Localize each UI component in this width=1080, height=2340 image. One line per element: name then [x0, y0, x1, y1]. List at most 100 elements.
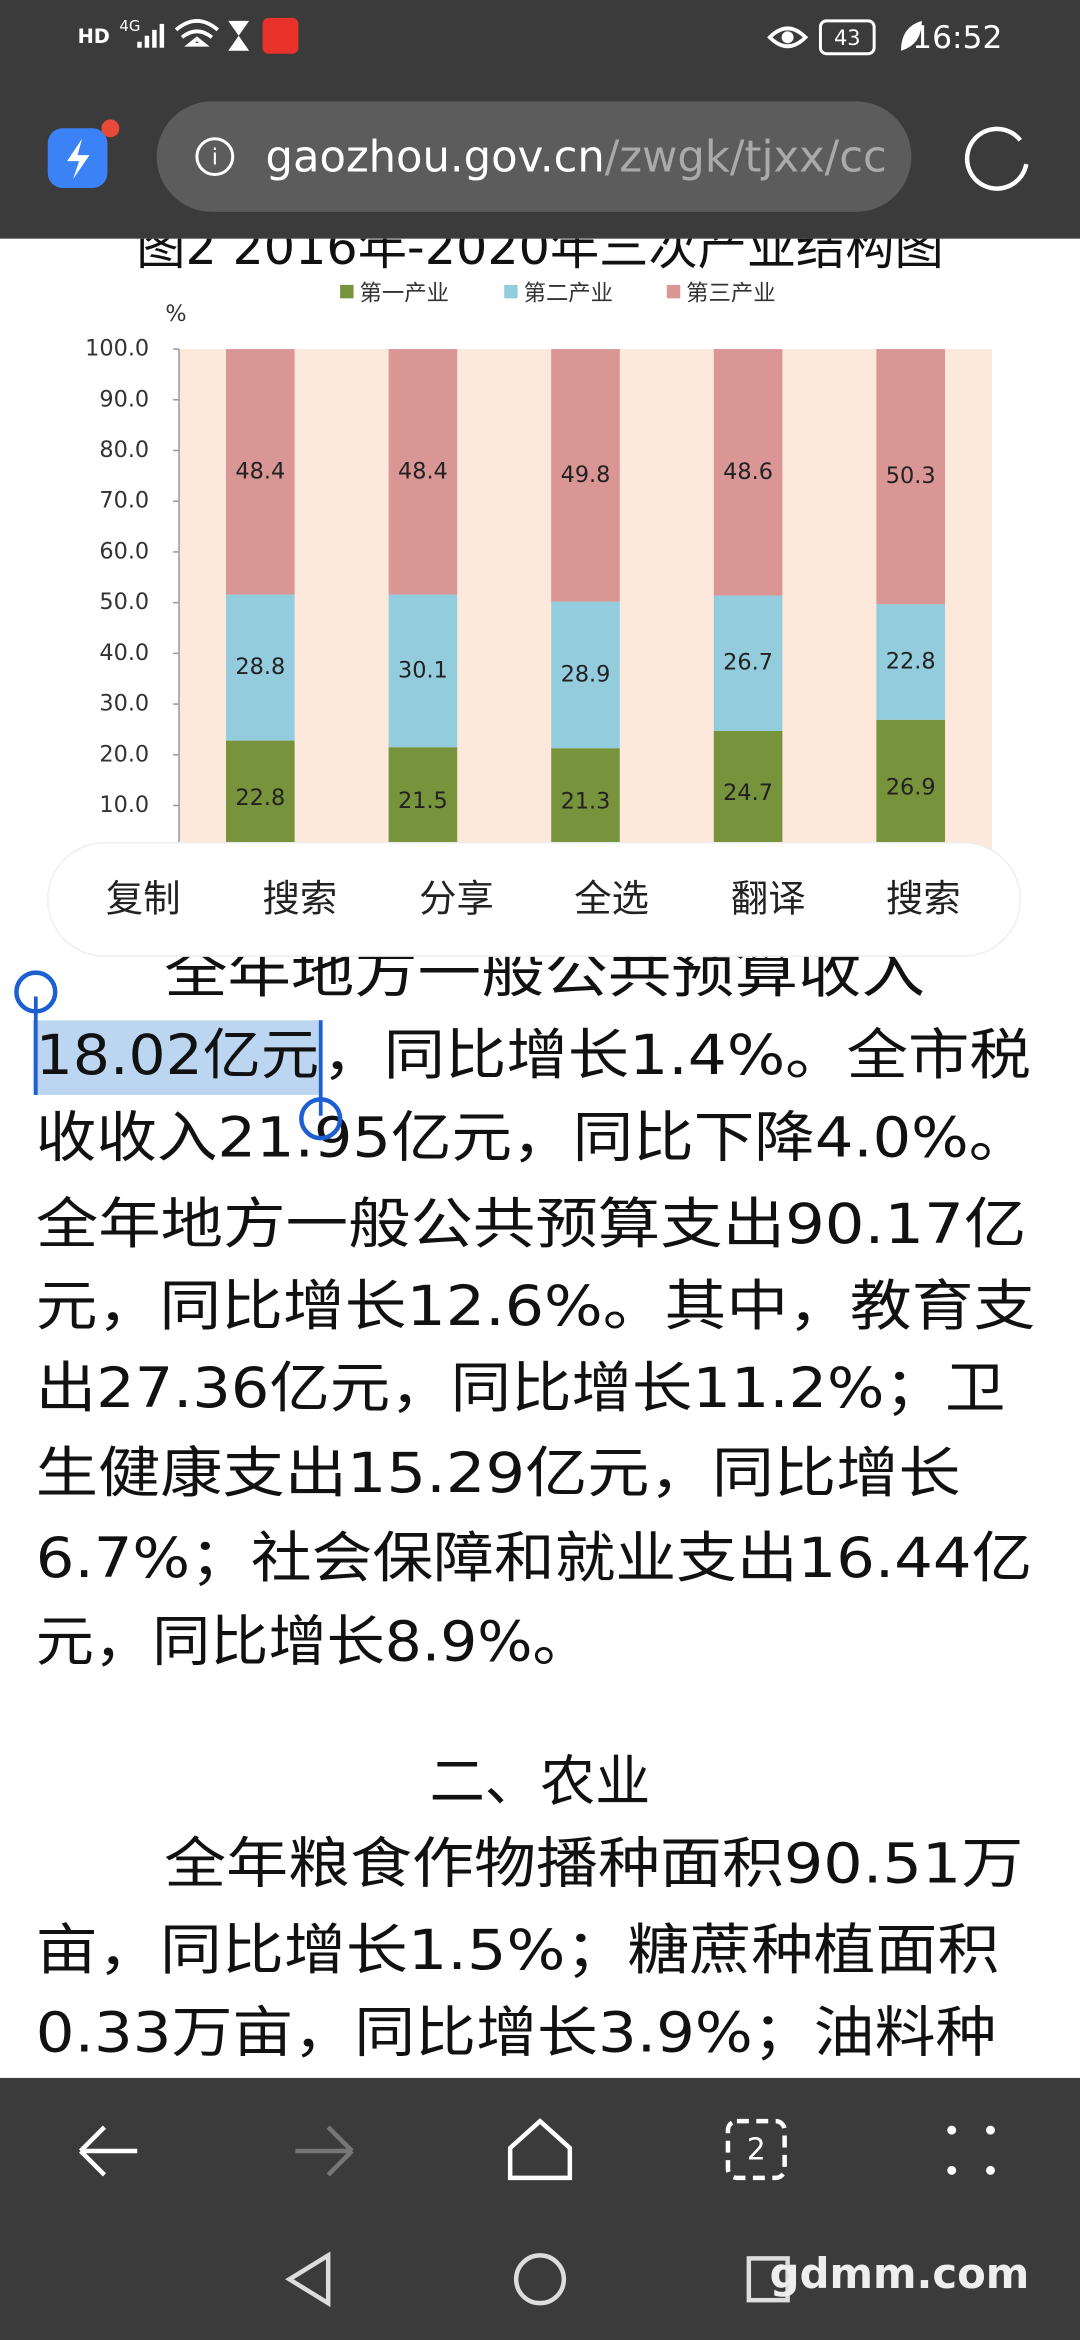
y-tick-label: 60.0: [99, 538, 149, 564]
badge: [101, 119, 120, 138]
bar-segment: [388, 349, 458, 595]
bar-value-label: 30.1: [398, 657, 448, 683]
bar-value-label: 28.9: [561, 661, 611, 687]
bar-segment: [876, 604, 945, 720]
sys-recent[interactable]: [746, 2256, 790, 2303]
hd-icon: HD: [78, 25, 110, 48]
url-bar[interactable]: [156, 101, 912, 212]
y-tick-label: 80.0: [99, 437, 149, 463]
bar-segment: [551, 748, 620, 857]
sys-home[interactable]: [513, 2253, 567, 2306]
menu-button[interactable]: [947, 2125, 995, 2175]
battery-level: 43: [834, 26, 861, 50]
hourglass-icon: [228, 20, 250, 51]
bar-segment: [876, 719, 945, 857]
url-path: /zwgk/tjxx/cc: [605, 132, 887, 182]
chart-title: 图2 2016年-2020年三次产业结构图: [136, 218, 943, 276]
bar-segment: [388, 594, 458, 748]
y-tick-label: 30.0: [99, 691, 149, 717]
info-icon[interactable]: [195, 137, 235, 177]
menu-item[interactable]: 分享: [419, 876, 494, 920]
url-domain: gaozhou.gov.cn: [266, 132, 605, 182]
forward-button[interactable]: [295, 2125, 354, 2177]
menu-item[interactable]: 搜索: [263, 876, 338, 920]
watermark: gdmm.com: [770, 2249, 1030, 2298]
signal-icon: [137, 23, 165, 48]
bar-value-label: 26.9: [886, 775, 936, 801]
bottom-bar: [0, 2077, 1080, 2340]
menu-item[interactable]: 复制: [106, 876, 181, 920]
bar-value-label: 50.3: [886, 463, 936, 489]
y-tick-label: 20.0: [99, 741, 149, 767]
selection-highlight: [32, 1020, 323, 1095]
article: 18.02亿元全年地方一般公共预算收入，同比增长1.4%。全市税收收入21.95…: [14, 942, 1035, 2065]
y-tick-label: 50.0: [99, 589, 149, 615]
menu-items: 复制 搜索 分享 全选 翻译 搜索: [106, 876, 961, 920]
selection-handle-start[interactable]: [14, 970, 58, 1014]
y-tick-label: 70.0: [99, 488, 149, 514]
paragraph-line: 出27.36亿元，同比增长11.2%；卫: [36, 1357, 1006, 1421]
bar-value-label: 21.5: [398, 788, 448, 814]
context-menu: [46, 842, 1022, 957]
bar-segment: [226, 740, 295, 857]
y-axis-label: %: [165, 301, 186, 327]
bar-value-label: 22.8: [235, 785, 285, 811]
bolt: [67, 138, 90, 180]
bar-value-label: 48.4: [398, 458, 448, 484]
eye-pupil: [781, 31, 794, 44]
menu-item[interactable]: 搜索: [886, 876, 961, 920]
y-tick-label: 90.0: [99, 386, 149, 412]
bar-segment: [551, 349, 620, 602]
legend-label: 第一产业: [360, 280, 449, 306]
y-tick-label: 100.0: [85, 336, 149, 362]
home-button[interactable]: [507, 2118, 573, 2181]
legend-swatch: [340, 284, 354, 299]
back-button[interactable]: [78, 2125, 138, 2177]
paragraph-line: 全年粮食作物播种面积90.51万: [164, 1833, 1023, 1897]
bar-value-label: 21.3: [561, 789, 611, 815]
sys-back[interactable]: [285, 2251, 331, 2308]
bar-segment: [388, 747, 458, 857]
battery-icon: [818, 19, 876, 56]
menu-item[interactable]: 全选: [574, 876, 649, 920]
y-tick-label: 10.0: [99, 792, 149, 818]
clock: 16:52: [912, 20, 1002, 56]
bar-value-label: 48.6: [723, 459, 773, 485]
paragraph-line: 0.33万亩，同比增长3.9%；油料种: [36, 2001, 997, 2065]
bar-value-label: 24.7: [723, 780, 773, 806]
bar-segment: [551, 601, 620, 749]
chart: 图2 2016年-2020年三次产业结构图 % 10.0 20.0 30.0 40.0…: [85, 218, 992, 896]
paragraph-line: 收收入21.95亿元，同比下降4.0%。: [36, 1106, 1029, 1170]
reload-icon[interactable]: [964, 126, 1029, 191]
bar-segment: [713, 349, 783, 596]
bar-segment: [876, 349, 945, 605]
bar-segment: [226, 349, 295, 595]
bar-segment: [713, 595, 783, 731]
legend-swatch: [504, 284, 518, 299]
selection-handle-end[interactable]: [299, 1097, 343, 1141]
tabs-button[interactable]: [725, 2118, 787, 2181]
wifi-icon: [174, 19, 220, 47]
url: gaozhou.gov.cn/zwgk/tjxx/cc: [266, 132, 887, 182]
paragraph-line: 亩，同比增长1.5%；糖蔗种植面积: [36, 1919, 1000, 1983]
section-heading: 二、农业: [430, 1751, 651, 1815]
bar-value-label: 48.4: [235, 458, 285, 484]
network: 4G: [119, 17, 140, 35]
bar-value-label: 49.8: [561, 462, 611, 488]
info-i: i: [212, 145, 218, 171]
paragraph-line: 6.7%；社会保障和就业支出16.44亿: [36, 1527, 1032, 1591]
paragraph-line: 全年地方一般公共预算支出90.17亿: [36, 1193, 1026, 1257]
tab-count: 2: [747, 2133, 766, 2168]
paragraph-line: ，同比增长1.4%。全市税: [322, 1024, 1031, 1088]
paragraph-line: 生健康支出15.29亿元，同比增长: [36, 1442, 961, 1506]
eye-icon: [767, 26, 809, 49]
paragraph-line: 元，同比增长8.9%。: [36, 1610, 591, 1674]
selected-text: 18.02亿元: [36, 1024, 319, 1088]
bar-value-label: 28.8: [235, 654, 285, 680]
menu-item[interactable]: 翻译: [731, 876, 806, 920]
leaf-icon: [900, 20, 922, 51]
bar-value-label: 22.8: [886, 648, 936, 674]
legend-label: 第三产业: [686, 280, 775, 306]
